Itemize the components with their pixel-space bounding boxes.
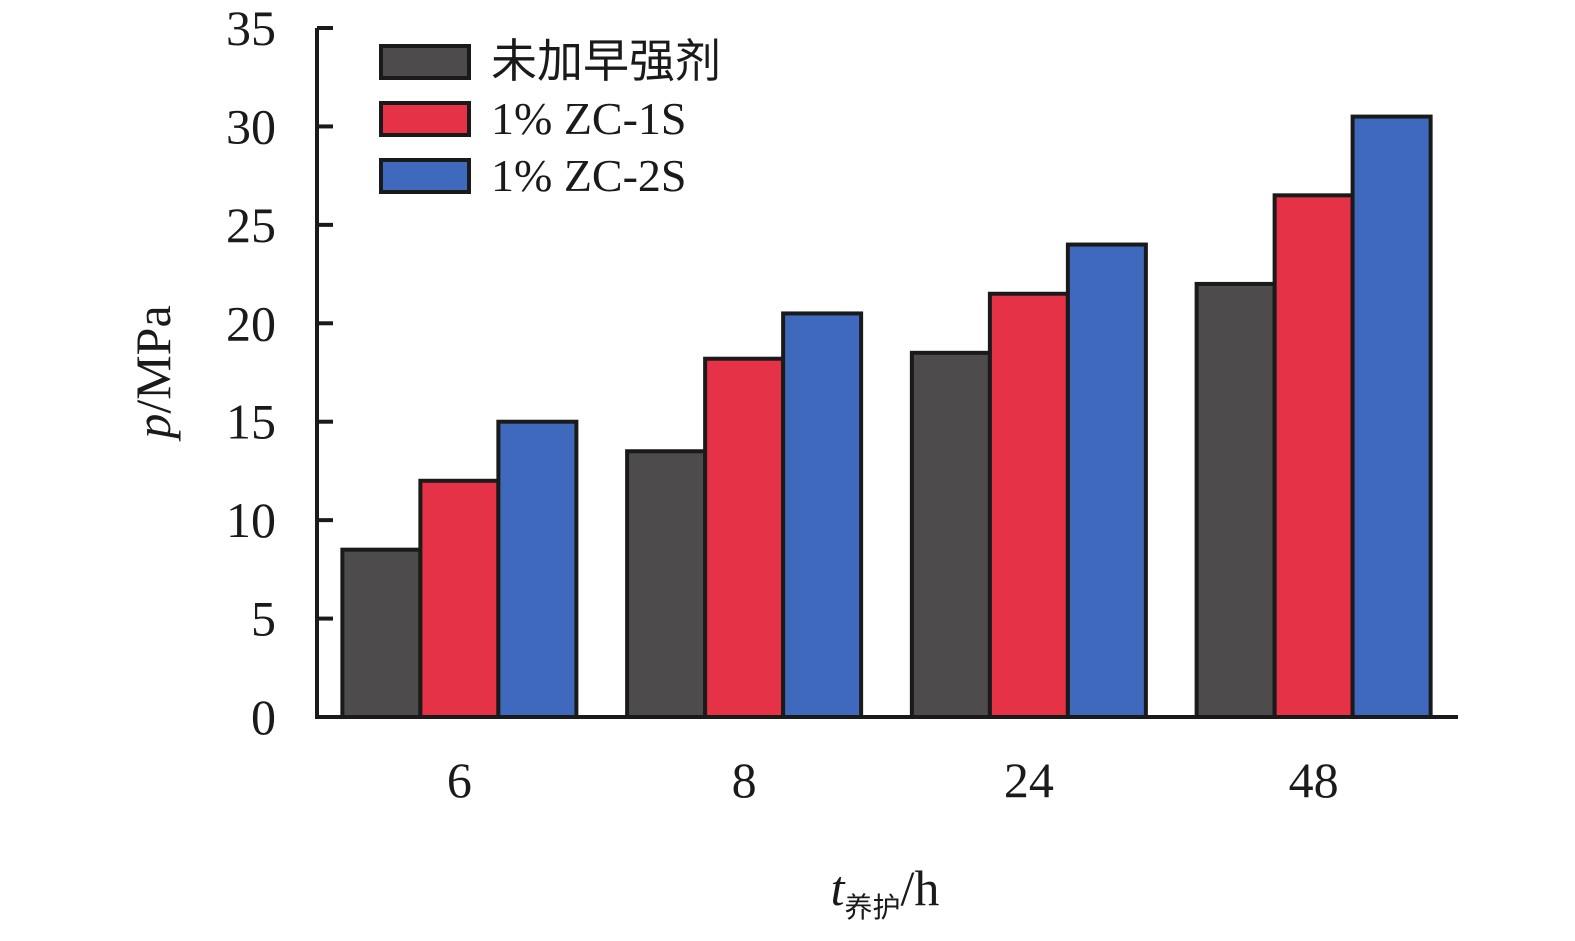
y-ticks: 0 5 10 15 20 25 30 35 xyxy=(226,0,333,745)
axes-layer xyxy=(315,28,1458,719)
bar-6-series-1 xyxy=(418,478,501,719)
bar-48-series-2 xyxy=(1350,114,1433,720)
y-axis-label: p/MPa xyxy=(125,305,181,441)
legend-swatch xyxy=(379,101,471,137)
x-tick-label: 24 xyxy=(1004,752,1054,808)
bar-24-series-1 xyxy=(987,291,1070,719)
x-tick-label: 6 xyxy=(447,752,472,808)
y-axis-label-italic: p xyxy=(125,414,181,442)
x-axis-label: t养护/h xyxy=(831,860,940,924)
bar-48-series-1 xyxy=(1272,193,1355,720)
bar-8-series-0 xyxy=(625,449,708,719)
y-tick-label: 20 xyxy=(226,295,276,351)
x-axis-label-subscript: 养护 xyxy=(844,891,900,924)
y-tick-label: 30 xyxy=(226,98,276,154)
bar-24-series-2 xyxy=(1065,242,1148,720)
x-tick-label: 48 xyxy=(1289,752,1339,808)
x-axis-label-italic: t xyxy=(831,860,846,916)
legend: 未加早强剂 1% ZC-1S 1% ZC-2S xyxy=(379,36,721,201)
bar-8-series-1 xyxy=(703,356,786,719)
bar-6-series-2 xyxy=(496,419,579,719)
x-axis-label-unit: /h xyxy=(901,860,940,916)
y-tick-label: 10 xyxy=(226,492,276,548)
bar-24-series-0 xyxy=(909,350,992,719)
x-ticks: 6 8 24 48 xyxy=(447,752,1339,808)
y-tick-label: 35 xyxy=(226,0,276,56)
y-tick-label: 5 xyxy=(251,591,276,647)
y-tick-label: 0 xyxy=(251,689,276,745)
legend-label: 1% ZC-2S xyxy=(491,150,687,201)
y-tick-label: 15 xyxy=(226,394,276,450)
legend-label: 1% ZC-1S xyxy=(491,93,687,144)
y-tick-label: 25 xyxy=(226,197,276,253)
bar-6-series-0 xyxy=(340,547,423,720)
legend-swatch xyxy=(379,158,471,194)
legend-label: 未加早强剂 xyxy=(491,36,721,87)
bar-8-series-2 xyxy=(781,311,864,719)
legend-swatch xyxy=(379,44,471,80)
x-tick-label: 8 xyxy=(732,752,757,808)
y-axis-label-unit: /MPa xyxy=(125,305,181,413)
bars-layer xyxy=(340,114,1433,720)
bar-48-series-0 xyxy=(1194,281,1277,719)
